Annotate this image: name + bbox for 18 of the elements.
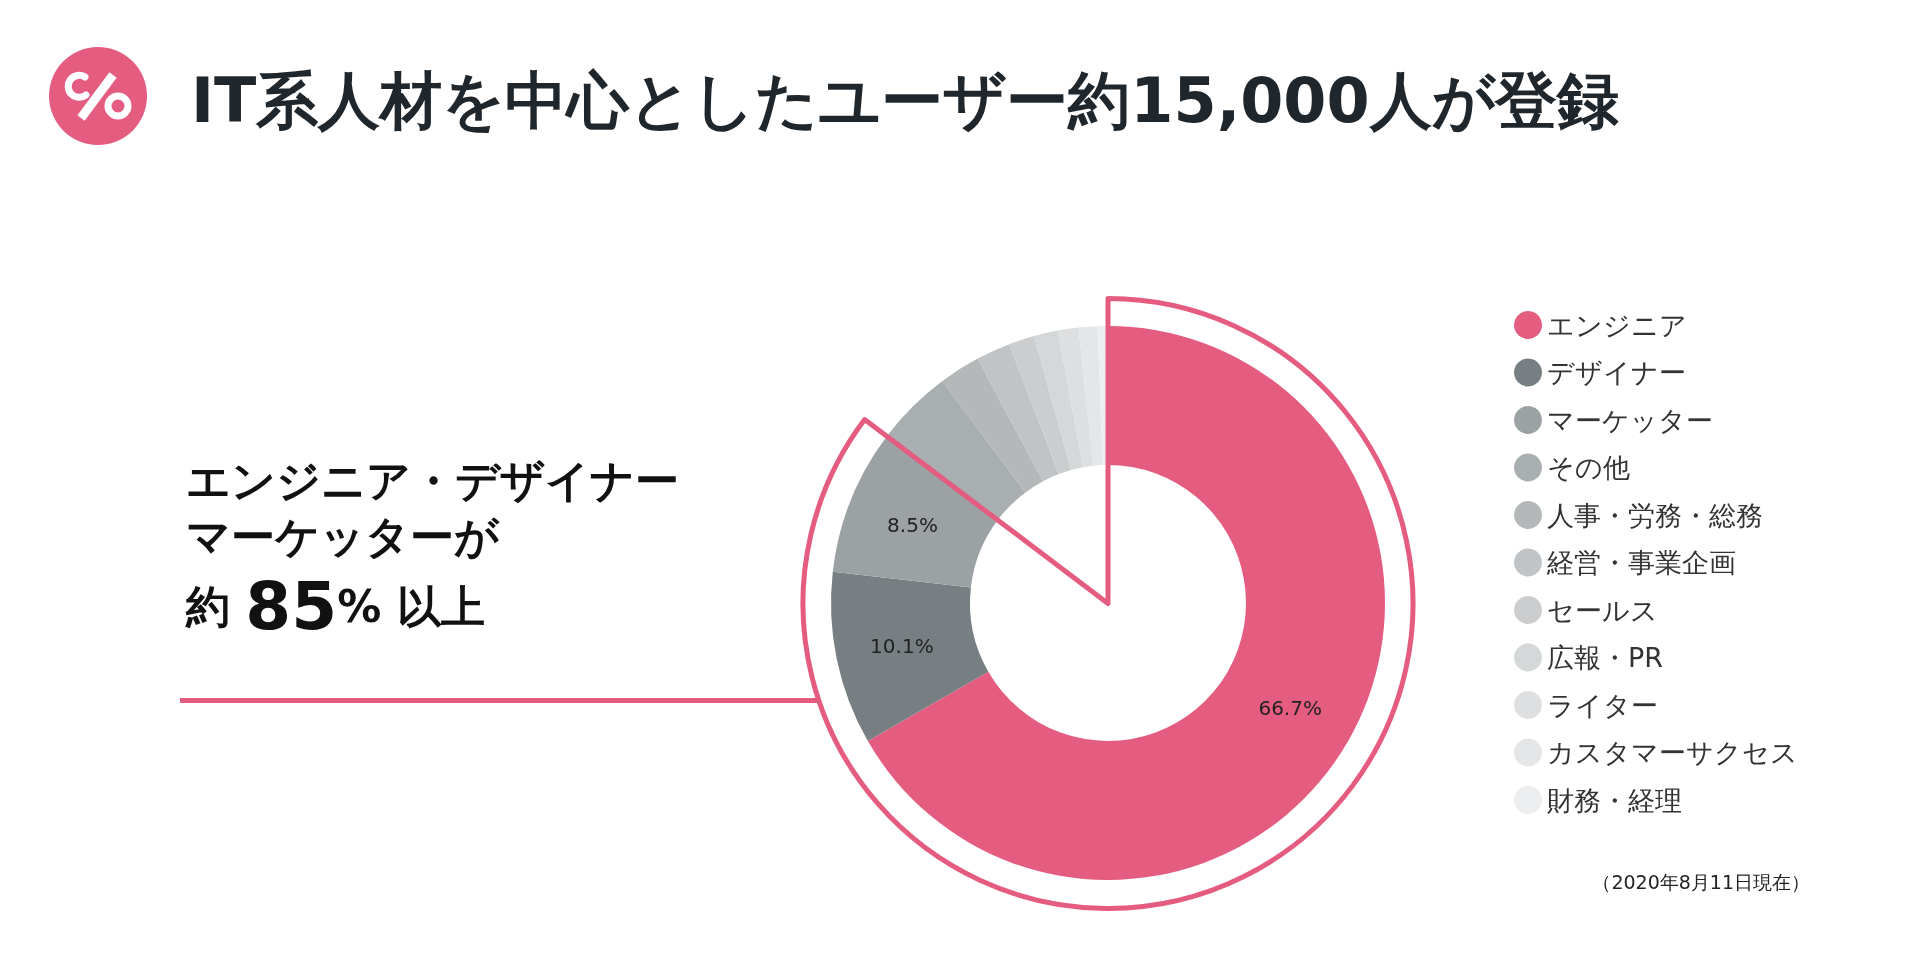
legend-label: 人事・労務・総務 bbox=[1547, 499, 1763, 531]
text: 約 85% 以上 bbox=[185, 567, 485, 645]
legend-label: デザイナー bbox=[1547, 357, 1686, 388]
legend-label: エンジニア bbox=[1547, 309, 1687, 341]
text: エンジニア・デザイナーマーケッターが bbox=[186, 454, 679, 562]
data-label: 66.7% bbox=[1258, 696, 1322, 721]
legend-label: 財務・経理 bbox=[1547, 784, 1682, 816]
data-label: 8.5% bbox=[887, 512, 938, 537]
legend-label: 広報・PR bbox=[1547, 642, 1664, 673]
legend-label: その他 bbox=[1547, 452, 1630, 483]
legend-label: ライター bbox=[1547, 689, 1658, 721]
legend-label: マーケッター bbox=[1547, 404, 1713, 436]
legend-label: 経営・事業企画 bbox=[1546, 547, 1736, 578]
text: （2020年8月11日現在） bbox=[1592, 870, 1811, 893]
data-label: 10.1% bbox=[870, 633, 934, 658]
chart-title: IT系人材を中心としたユーザー約15,000人が登録 bbox=[191, 63, 1619, 137]
legend-label: セールス bbox=[1547, 594, 1658, 626]
legend-label: カスタマーサクセス bbox=[1547, 737, 1798, 768]
